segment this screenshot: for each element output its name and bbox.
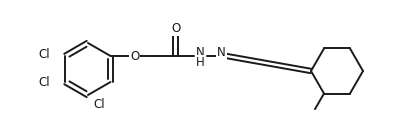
Text: O: O [171,22,180,34]
Text: O: O [130,50,139,63]
Text: N: N [217,47,226,59]
Text: H: H [196,56,205,70]
Text: Cl: Cl [39,76,50,90]
Text: N: N [196,47,205,59]
Text: Cl: Cl [93,99,105,112]
Text: Cl: Cl [39,48,50,62]
